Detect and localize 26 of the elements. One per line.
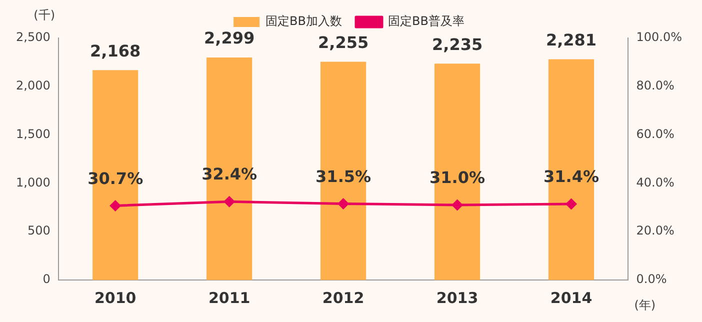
data-label: 2,281 [546, 30, 597, 50]
x-tick-label: 2010 [94, 288, 136, 307]
x-tick-label: 2013 [436, 288, 478, 307]
y-tick-label: 2,000 [16, 78, 50, 93]
data-label: 2,255 [318, 32, 369, 52]
y2-tick-label: 40.0% [636, 175, 674, 190]
y2-tick-label: 60.0% [636, 126, 674, 141]
y-tick-label: 0 [42, 272, 50, 286]
x-tick-label: 2014 [550, 288, 592, 307]
x-axis-title: (年) [634, 298, 656, 312]
data-label: 2,168 [90, 41, 141, 60]
y2-tick-label: 100.0% [636, 30, 682, 44]
data-label: 2,299 [204, 28, 255, 48]
x-tick-label: 2011 [208, 288, 250, 307]
legend-label: 固定BB普及率 [388, 14, 464, 28]
y-tick-label: 1,000 [16, 175, 50, 190]
data-label: 2,235 [432, 34, 483, 54]
y-axis-title: (千) [34, 8, 56, 22]
x-tick-label: 2012 [322, 288, 364, 307]
y-tick-label: 2,500 [16, 30, 50, 44]
legend-label: 固定BB加入数 [266, 14, 342, 28]
y2-tick-label: 80.0% [636, 78, 674, 93]
y-tick-label: 1,500 [16, 126, 50, 141]
y-tick-label: 500 [27, 224, 50, 238]
y2-tick-label: 0.0% [636, 272, 667, 286]
y2-tick-label: 20.0% [636, 224, 674, 238]
